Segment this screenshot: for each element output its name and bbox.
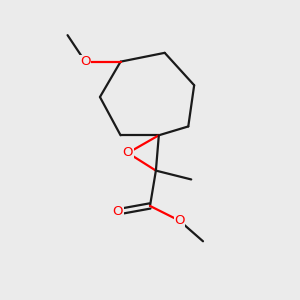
Text: O: O [174,214,185,227]
Text: O: O [112,205,123,218]
Text: O: O [123,146,133,159]
Text: O: O [80,55,91,68]
